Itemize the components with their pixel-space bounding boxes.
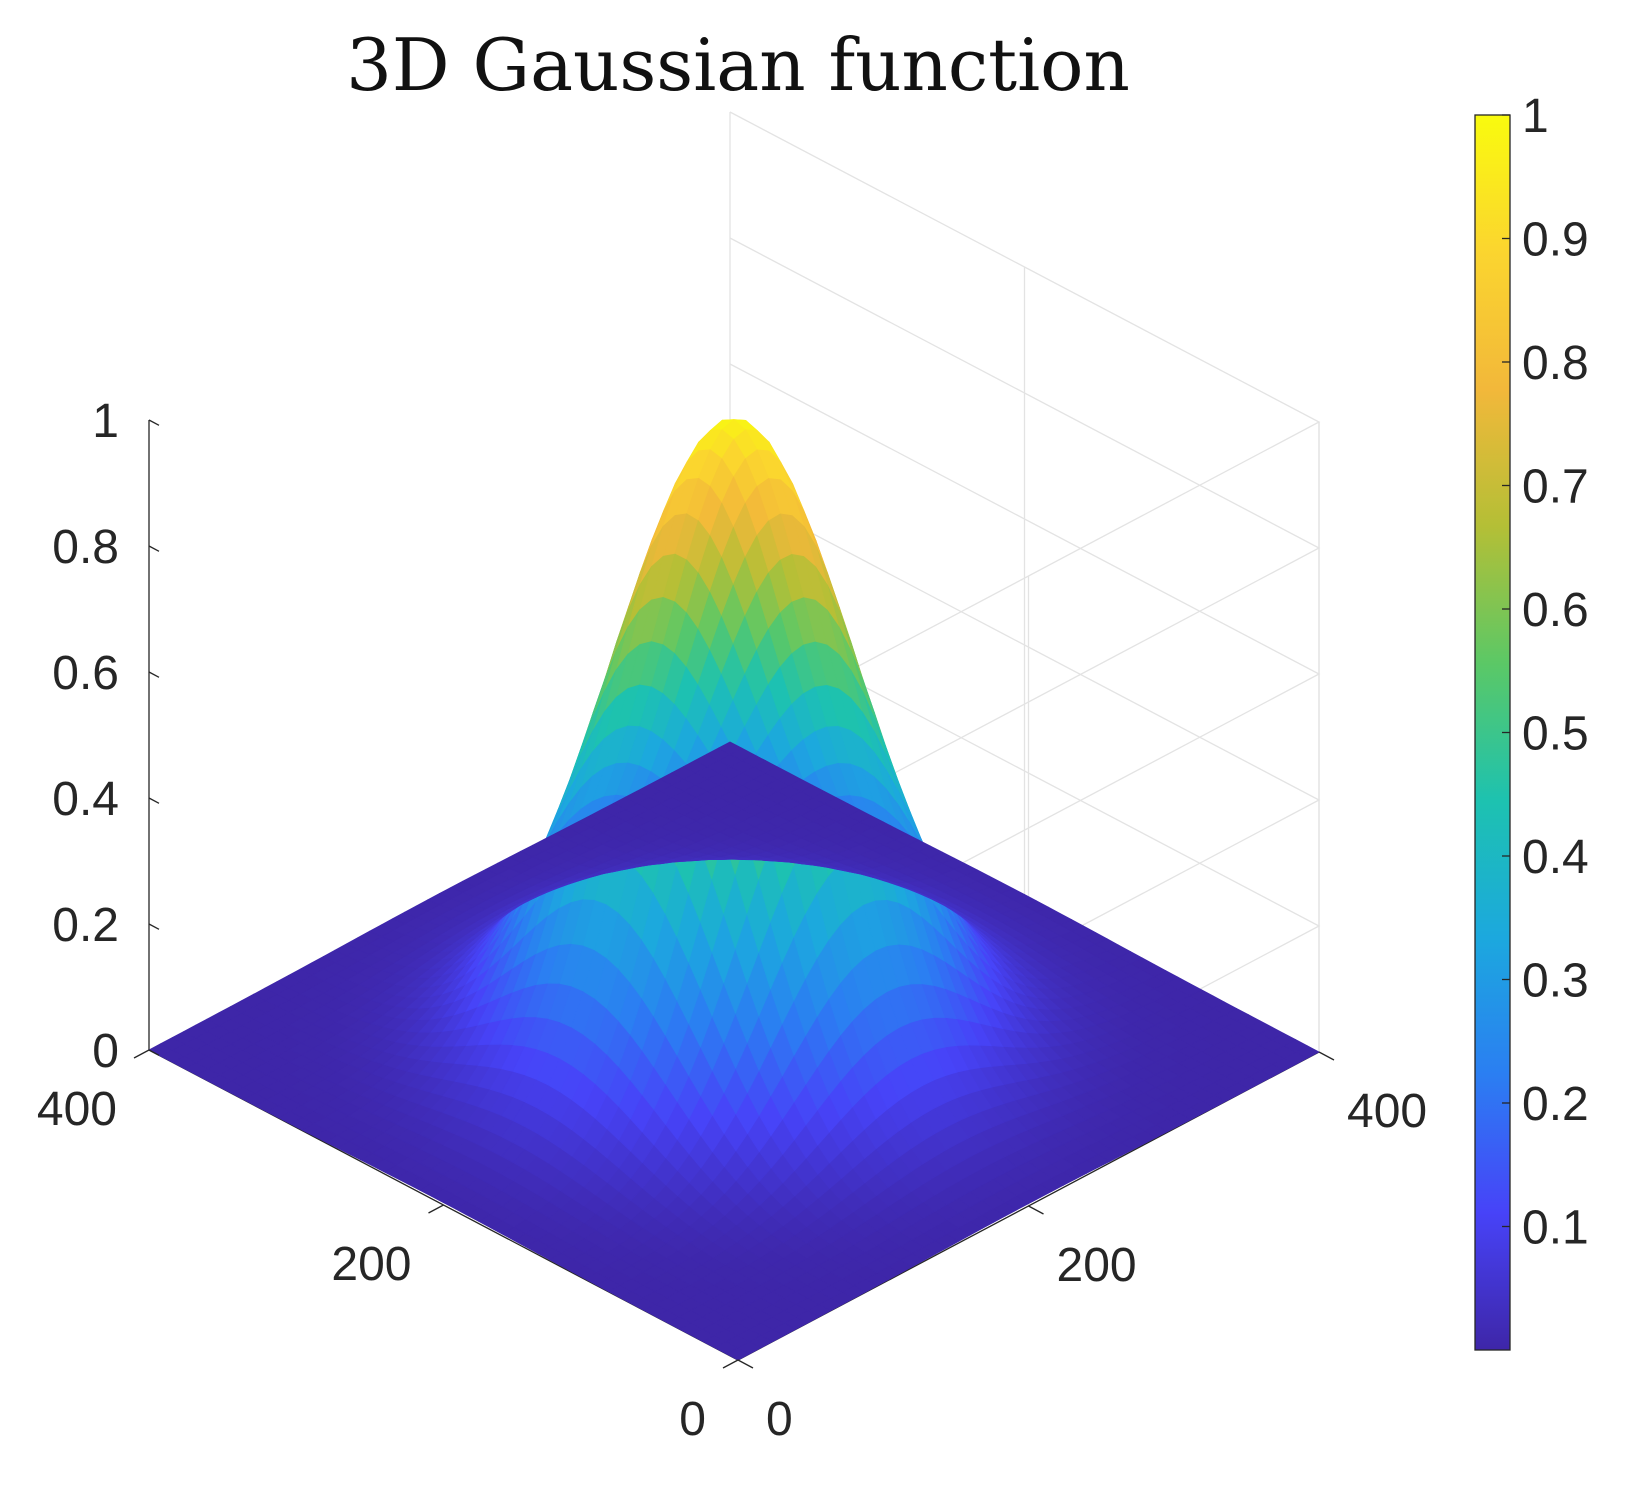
y-tick-mark	[1318, 1051, 1335, 1061]
y-tick-mark	[737, 1359, 754, 1369]
z-tick-mark	[148, 797, 160, 804]
x-tick-mark	[133, 1049, 150, 1059]
colorbar-tick-label: 0.5	[1522, 708, 1589, 761]
z-tick-label: 0.2	[52, 899, 119, 952]
z-tick-mark	[148, 671, 160, 678]
z-tick-mark	[148, 923, 160, 930]
z-tick-label: 1	[92, 395, 119, 448]
y-tick-label: 200	[1057, 1239, 1137, 1292]
x-tick-mark	[722, 1359, 739, 1369]
x-tick-label: 200	[331, 1238, 411, 1291]
colorbar-tick-label: 0.7	[1522, 461, 1589, 514]
y-tick-mark	[1028, 1205, 1044, 1215]
x-tick-mark	[428, 1204, 444, 1214]
z-tick-label: 0.6	[52, 647, 119, 700]
colorbar-tick-label: 0.9	[1522, 214, 1589, 267]
y-tick-label: 0	[766, 1393, 793, 1446]
colorbar-tick-label: 0.2	[1522, 1078, 1589, 1131]
colorbar-tick-label: 0.8	[1522, 337, 1589, 390]
z-tick-label: 0.8	[52, 521, 119, 574]
colorbar-tick-label: 0.6	[1522, 584, 1589, 637]
colorbar-tick-label: 1	[1522, 90, 1549, 143]
z-tick-mark	[148, 545, 160, 552]
z-tick-label: 0.4	[52, 773, 119, 826]
z-tick-label: 0	[92, 1025, 119, 1078]
colorbar-ticks: 0.1 0.2 0.3 0.4 0.5 0.6 0.7 0.8 0.9 1	[1502, 90, 1589, 1255]
x-tick-label: 0	[679, 1393, 706, 1446]
colorbar: 0.1 0.2 0.3 0.4 0.5 0.6 0.7 0.8 0.9 1	[1474, 90, 1589, 1351]
surface-patch	[717, 741, 743, 755]
colorbar-tick-label: 0.4	[1522, 831, 1589, 884]
colorbar-tick-label: 0.1	[1522, 1202, 1589, 1255]
y-tick-label: 400	[1347, 1085, 1427, 1138]
z-tick-mark	[148, 1049, 160, 1056]
surface-layer	[148, 419, 1320, 1361]
z-tick-mark	[148, 419, 160, 426]
chart-title: 3D Gaussian function	[346, 23, 1130, 107]
colorbar-tick-label: 0.3	[1522, 955, 1589, 1008]
x-tick-label: 400	[37, 1083, 117, 1136]
